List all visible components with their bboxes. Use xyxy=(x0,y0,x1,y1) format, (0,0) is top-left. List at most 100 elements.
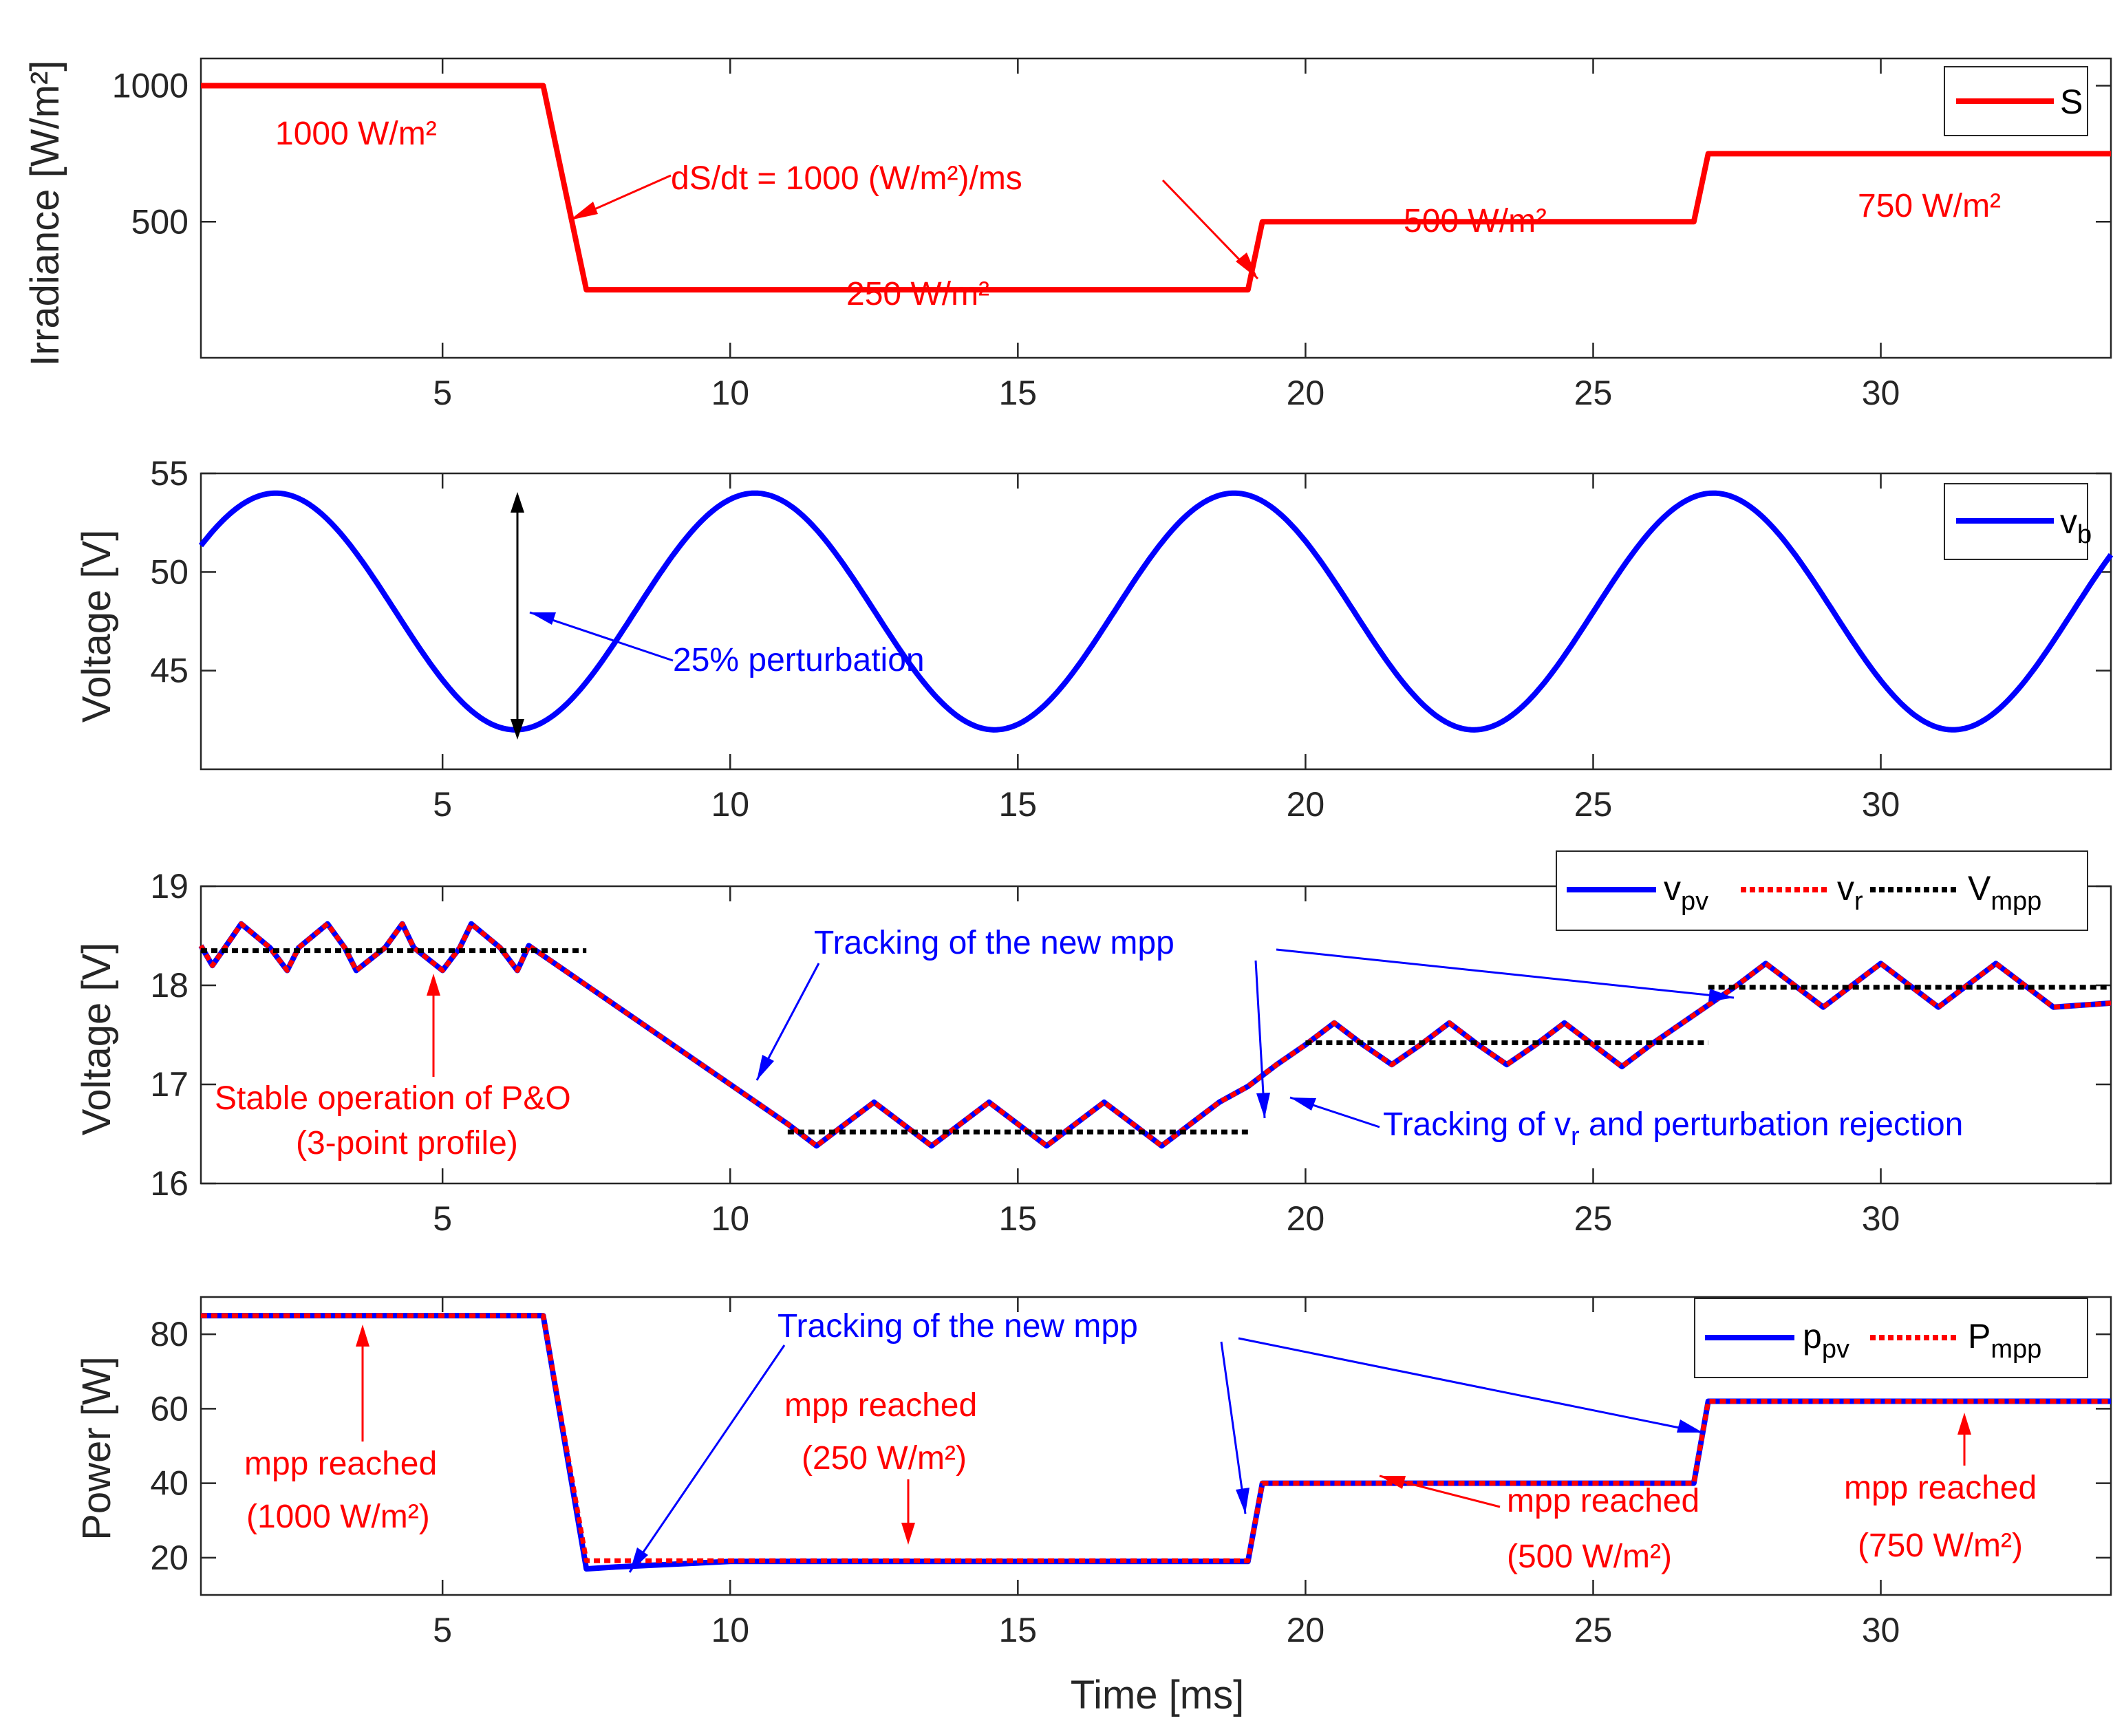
annotation-tracking-vr: Tracking of vr and perturbation rejectio… xyxy=(1383,1106,1963,1151)
annotation-750: 750 W/m² xyxy=(1858,188,2001,224)
y-tick-label: 55 xyxy=(150,454,189,493)
ylabel-voltage-b: Voltage [V] xyxy=(74,530,119,723)
arrow-perturbation-label xyxy=(529,611,674,662)
annotation-mpp-750-a: mpp reached xyxy=(1844,1470,2037,1506)
arrowhead-tracking-3b xyxy=(1256,1093,1270,1118)
arrowhead-perturbation-label xyxy=(530,612,556,625)
arrowhead-perturbation-up xyxy=(511,492,524,513)
y-tick-label: 80 xyxy=(150,1315,189,1353)
y-tick-label: 500 xyxy=(131,202,189,241)
x-tick-label: 10 xyxy=(711,1611,749,1649)
x-tick-label: 5 xyxy=(433,1199,452,1238)
arrowhead-mpp-750 xyxy=(1957,1413,1971,1435)
arrowhead-stable xyxy=(427,974,440,996)
annotation-mpp-250-a: mpp reached xyxy=(784,1387,977,1424)
x-tick-label: 15 xyxy=(999,785,1038,824)
arrowhead-mpp-500 xyxy=(1380,1476,1406,1489)
panel-irradiance: 5 10 15 20 25 30 500 1000 Irradiance [W/m²] S 1… xyxy=(23,57,2112,412)
annotation-mpp-500-b: (500 W/m²) xyxy=(1507,1539,1672,1575)
x-tick-label: 15 xyxy=(999,1611,1038,1649)
annotation-tracking-mpp-3: Tracking of the new mpp xyxy=(814,925,1174,961)
annotation-500: 500 W/m² xyxy=(1404,203,1547,239)
annotation-250: 250 W/m² xyxy=(846,276,989,312)
series-P_mpp-line xyxy=(201,1313,2111,1563)
annotation-mpp-500-a: mpp reached xyxy=(1507,1483,1699,1519)
x-tick-label: 20 xyxy=(1287,1611,1325,1649)
annotation-mpp-250-b: (250 W/m²) xyxy=(802,1440,967,1477)
x-tick-label: 30 xyxy=(1862,1199,1900,1238)
x-tick-label: 25 xyxy=(1574,1611,1613,1649)
annotation-mpp-1000-a: mpp reached xyxy=(244,1446,437,1482)
annotation-perturbation-1: 25% perturbation xyxy=(673,642,925,678)
arrowhead-tracking-4a xyxy=(630,1547,648,1572)
axes-box-4 xyxy=(200,1296,2112,1596)
axes-box-2 xyxy=(200,472,2112,771)
x-tick-label: 20 xyxy=(1287,1199,1325,1238)
annotation-stable-po: Stable operation of P&O xyxy=(215,1080,571,1117)
arrow-tracking-3c xyxy=(1276,948,1735,999)
axes-box-3 xyxy=(200,885,2112,1185)
axes-box-1 xyxy=(200,57,2112,359)
annotation-mpp-1000-b: (1000 W/m²) xyxy=(246,1499,430,1535)
y-tick-label: 60 xyxy=(150,1389,189,1428)
y-tick-label: 19 xyxy=(150,867,189,905)
x-tick-label: 10 xyxy=(711,785,749,824)
legend-label-S: S xyxy=(2060,83,2083,121)
x-tick-label: 15 xyxy=(999,374,1038,412)
annotation-dsdt: dS/dt = 1000 (W/m²)/ms xyxy=(671,160,1022,197)
arrowhead-mpp-1000 xyxy=(356,1325,369,1347)
x-tick-label: 25 xyxy=(1574,1199,1613,1238)
x-tick-label: 5 xyxy=(433,785,452,824)
y-tick-label: 40 xyxy=(150,1464,189,1503)
y-tick-label: 18 xyxy=(150,966,189,1005)
x-tick-label: 25 xyxy=(1574,374,1613,412)
x-tick-label: 20 xyxy=(1287,785,1325,824)
arrow-tracking-4c xyxy=(1238,1337,1704,1434)
y-tick-label: 50 xyxy=(150,553,189,591)
arrow-tracking-3b xyxy=(1254,960,1266,1119)
arrowhead-tracking-3c xyxy=(1708,989,1734,1002)
arrowhead-dsdt-right xyxy=(1236,253,1258,279)
arrowhead-tracking-3a xyxy=(757,1055,774,1080)
annotation-tracking-mpp-4: Tracking of the new mpp xyxy=(777,1308,1138,1344)
x-tick-label: 25 xyxy=(1574,785,1613,824)
x-tick-label: 10 xyxy=(711,1199,749,1238)
x-tick-label: 30 xyxy=(1862,785,1900,824)
series-S-line xyxy=(201,83,2111,293)
series-v_b-line xyxy=(198,490,2114,733)
ylabel-irradiance: Irradiance [W/m²] xyxy=(23,61,67,367)
xlabel-time: Time [ms] xyxy=(1071,1673,1244,1717)
annotation-3point: (3-point profile) xyxy=(296,1125,518,1161)
ylabel-voltage-pv: Voltage [V] xyxy=(74,943,119,1136)
y-tick-label: 1000 xyxy=(112,67,189,105)
annotation-1000: 1000 W/m² xyxy=(275,116,437,152)
arrowhead-tracking-4c xyxy=(1677,1419,1703,1433)
y-tick-label: 17 xyxy=(150,1065,189,1104)
x-tick-label: 30 xyxy=(1862,374,1900,412)
arrowhead-perturbation-down xyxy=(511,719,524,740)
arrowhead-tracking-vr xyxy=(1290,1097,1316,1111)
plot-area-4: 5 10 15 20 25 30 20 40 60 80 xyxy=(150,1296,2112,1649)
arrow-tracking-4a xyxy=(628,1344,786,1573)
annotation-mpp-750-b: (750 W/m²) xyxy=(1858,1528,2023,1564)
x-tick-label: 20 xyxy=(1287,374,1325,412)
x-tick-label: 5 xyxy=(433,1611,452,1649)
ylabel-power: Power [W] xyxy=(74,1356,119,1541)
plot-area-1: 5 10 15 20 25 30 500 1000 xyxy=(112,57,2112,412)
x-tick-label: 30 xyxy=(1862,1611,1900,1649)
arrow-tracking-4b xyxy=(1220,1341,1247,1514)
y-tick-label: 45 xyxy=(150,652,189,690)
x-tick-label: 10 xyxy=(711,374,749,412)
arrowhead-dsdt-left xyxy=(570,202,598,220)
arrowhead-tracking-4b xyxy=(1236,1488,1249,1514)
y-tick-label: 20 xyxy=(150,1539,189,1577)
y-tick-label: 16 xyxy=(150,1164,189,1203)
x-tick-label: 15 xyxy=(999,1199,1038,1238)
arrowhead-mpp-250 xyxy=(901,1523,915,1545)
plot-area-2: 5 10 15 20 25 30 45 50 55 xyxy=(150,454,2114,824)
x-tick-label: 5 xyxy=(433,374,452,412)
